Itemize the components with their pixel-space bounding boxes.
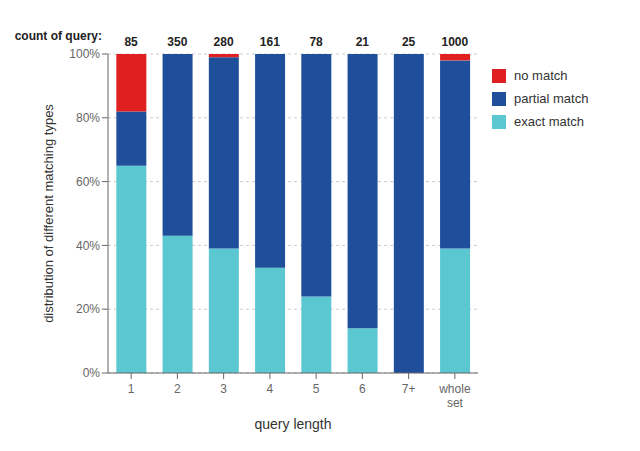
svg-text:1: 1	[128, 382, 135, 396]
svg-text:7+: 7+	[402, 382, 416, 396]
html-text:exact match: exact match	[514, 114, 585, 129]
svg-text:60%: 60%	[76, 175, 100, 189]
svg-text:0%: 0%	[83, 366, 101, 380]
svg-text:78: 78	[309, 35, 323, 49]
svg-text:5: 5	[313, 382, 320, 396]
svg-text:3: 3	[220, 382, 227, 396]
svg-text:280: 280	[214, 35, 234, 49]
svg-text:25: 25	[402, 35, 416, 49]
svg-text:query length: query length	[254, 416, 331, 432]
svg-text:distribution of different matc: distribution of different matching types	[41, 104, 56, 323]
svg-text:6: 6	[359, 382, 366, 396]
svg-text:wholeset: wholeset	[438, 382, 471, 410]
svg-text:21: 21	[356, 35, 370, 49]
svg-text:4: 4	[267, 382, 274, 396]
svg-text:count of query:: count of query:	[15, 29, 102, 43]
svg-text:1000: 1000	[442, 35, 469, 49]
svg-text:2: 2	[174, 382, 181, 396]
svg-text:161: 161	[260, 35, 280, 49]
svg-text:85: 85	[124, 35, 138, 49]
svg-text:40%: 40%	[76, 239, 100, 253]
svg-text:350: 350	[167, 35, 187, 49]
html-text:partial match: partial match	[514, 91, 589, 106]
svg-text:100%: 100%	[69, 47, 100, 61]
html-text:no match: no match	[514, 68, 568, 83]
svg-text:80%: 80%	[76, 111, 100, 125]
svg-text:20%: 20%	[76, 302, 100, 316]
